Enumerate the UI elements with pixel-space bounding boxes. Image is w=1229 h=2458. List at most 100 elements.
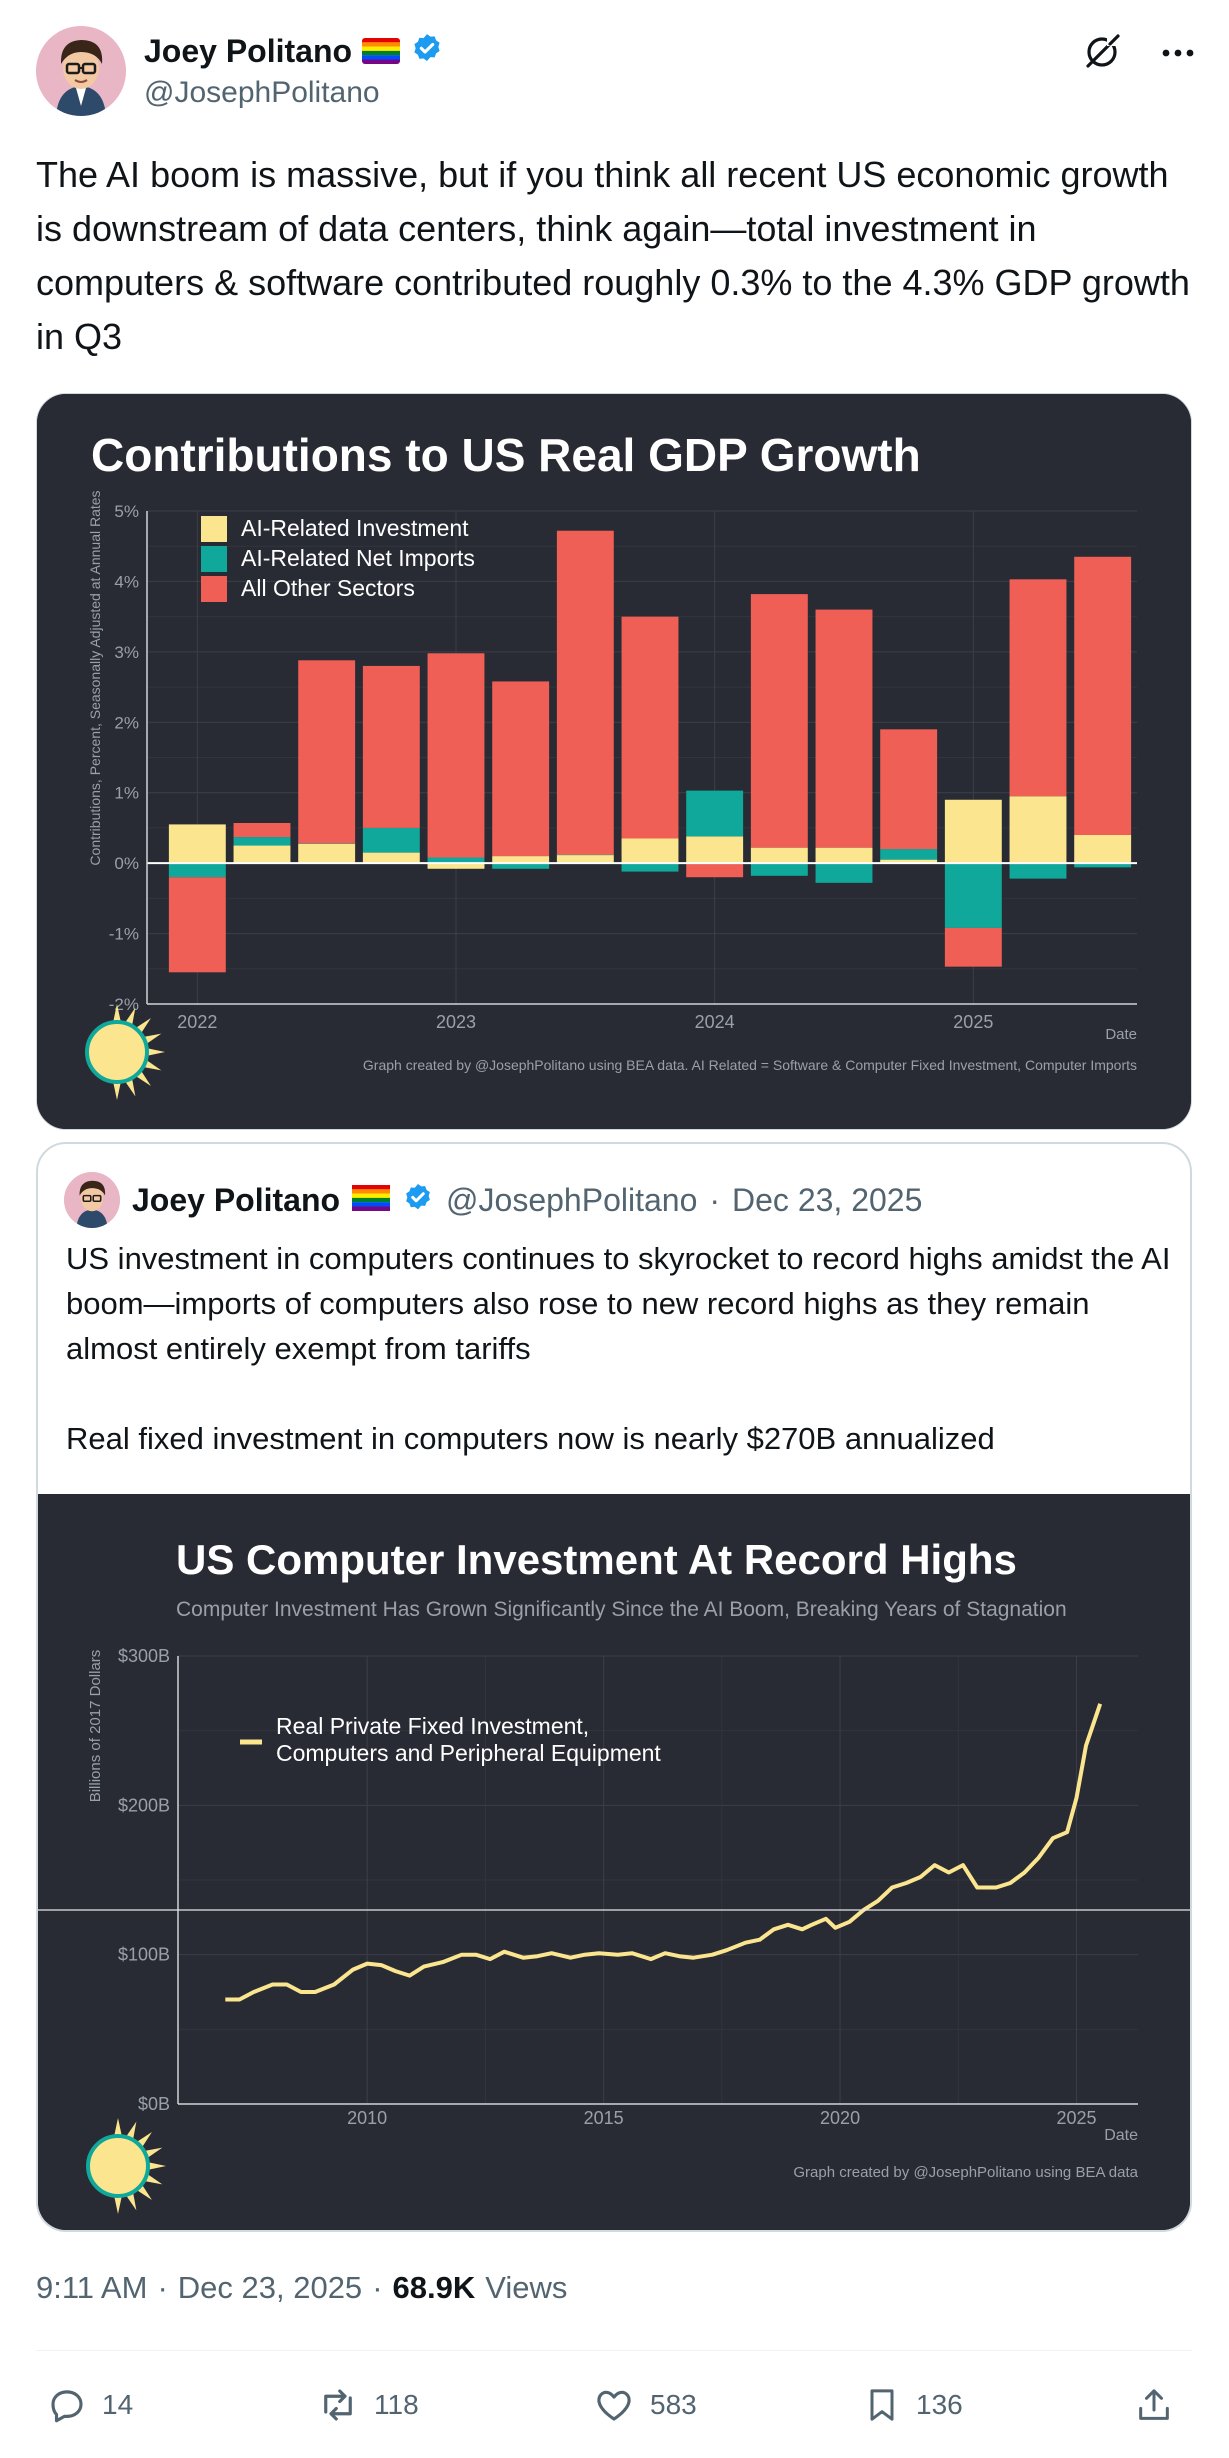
sun-ray — [114, 2195, 122, 2214]
verified-badge-icon[interactable] — [410, 32, 444, 71]
bar-ai-net-imports — [168, 863, 226, 878]
y-tick-label: 1% — [114, 784, 139, 803]
reply-button[interactable]: 14 — [46, 2375, 133, 2435]
bar-ai-investment — [556, 854, 614, 864]
bookmark-count: 136 — [916, 2389, 963, 2420]
bar-other-sectors — [1074, 556, 1132, 835]
repost-button[interactable]: 118 — [316, 2375, 419, 2435]
bar-ai-investment — [1074, 834, 1132, 864]
bar-other-sectors — [362, 665, 420, 828]
bar-other-sectors — [944, 927, 1002, 967]
bar-ai-investment — [944, 799, 1002, 864]
bar-other-sectors — [427, 653, 485, 858]
bar-ai-net-imports — [427, 857, 485, 864]
bar-ai-net-imports — [233, 837, 291, 846]
chart1-caption: Graph created by @JosephPolitano using B… — [363, 1057, 1137, 1073]
bar-other-sectors — [556, 530, 614, 855]
x-tick-label: 2015 — [584, 2108, 624, 2128]
bar-ai-investment — [492, 856, 550, 864]
bar-other-sectors — [1009, 579, 1067, 797]
y-tick-label: 2% — [114, 713, 139, 732]
legend-line-1: Real Private Fixed Investment, — [276, 1713, 589, 1739]
y-tick-label: 5% — [114, 502, 139, 521]
chart2-legend: Real Private Fixed Investment, Computers… — [240, 1713, 661, 1766]
chart2-xlabel: Date — [1104, 2127, 1138, 2144]
bar-ai-net-imports — [750, 863, 808, 876]
bookmark-icon — [870, 2389, 894, 2421]
y-tick-label: $300B — [118, 1646, 170, 1666]
bar-ai-net-imports — [686, 790, 744, 837]
quoted-tweet[interactable]: Joey Politano @JosephPolitano · Dec 23, … — [36, 1142, 1192, 2232]
share-button[interactable] — [1134, 2375, 1174, 2435]
bar-other-sectors — [815, 609, 873, 848]
meta-separator: · — [372, 2270, 383, 2305]
x-tick-label: 2023 — [436, 1012, 476, 1032]
bar-ai-investment — [750, 847, 808, 864]
bar-ai-net-imports — [880, 849, 938, 860]
y-tick-label: 3% — [114, 643, 139, 662]
chart1-legend: AI-Related Investment AI-Related Net Imp… — [201, 515, 475, 602]
views-count: 68.9K — [392, 2270, 476, 2305]
chart1-xlabel: Date — [1105, 1026, 1137, 1043]
bar-ai-investment — [168, 824, 226, 864]
bar-other-sectors — [233, 822, 291, 838]
bar-ai-investment — [298, 843, 356, 864]
quoted-author-handle: @JosephPolitano — [446, 1181, 698, 1218]
bookmark-button[interactable]: 136 — [862, 2375, 963, 2435]
tweet-date[interactable]: Dec 23, 2025 — [177, 2270, 363, 2305]
tweet-header: Joey Politano @JosephPolitano — [36, 26, 1196, 118]
sun-ray — [142, 1059, 162, 1071]
author-name[interactable]: Joey Politano — [144, 32, 353, 69]
bar-other-sectors — [168, 877, 226, 973]
gdp-contributions-chart-image[interactable]: Contributions to US Real GDP Growth 5% 4%… — [36, 393, 1192, 1130]
like-count: 583 — [650, 2389, 697, 2420]
quoted-author-avatar[interactable] — [64, 1172, 120, 1228]
like-button[interactable]: 583 — [592, 2375, 697, 2435]
sun-ray — [125, 2191, 137, 2211]
sun-ray — [143, 2173, 163, 2185]
x-tick-label: 2025 — [953, 1012, 993, 1032]
computer-investment-line — [225, 1703, 1103, 2002]
bar-other-sectors — [621, 616, 679, 839]
views-label: Views — [485, 2270, 568, 2305]
quoted-separator: · — [709, 1181, 721, 1218]
sun-ray — [113, 1004, 121, 1023]
computer-investment-chart-image[interactable]: US Computer Investment At Record Highs C… — [38, 1494, 1190, 2230]
author-handle[interactable]: @JosephPolitano — [144, 76, 380, 109]
x-tick-label: 2025 — [1056, 2108, 1096, 2128]
bar-ai-net-imports — [944, 863, 1002, 928]
author-avatar[interactable] — [36, 26, 126, 116]
sun-ray — [142, 1033, 162, 1045]
share-icon — [1139, 2389, 1169, 2420]
x-tick-label: 2020 — [820, 2108, 860, 2128]
legend-ai-investment: AI-Related Investment — [241, 515, 469, 541]
reply-count: 14 — [102, 2389, 134, 2420]
quoted-date: Dec 23, 2025 — [732, 1181, 923, 1218]
bar-other-sectors — [686, 863, 744, 878]
chart2-title: US Computer Investment At Record Highs — [176, 1536, 1017, 1583]
bar-ai-net-imports — [492, 863, 550, 869]
bar-ai-net-imports — [621, 863, 679, 872]
sun-ray — [143, 2147, 163, 2159]
chart2-subtitle: Computer Investment Has Grown Significan… — [176, 1598, 1067, 1621]
more-options-icon[interactable] — [1160, 46, 1196, 64]
repost-icon — [324, 2389, 352, 2421]
x-tick-label: 2010 — [347, 2108, 387, 2128]
bar-ai-investment — [815, 847, 873, 864]
y-tick-label: 4% — [114, 572, 139, 591]
sun-logo-icon — [85, 1004, 165, 1100]
chart1-ylabel: Contributions, Percent, Seasonally Adjus… — [87, 490, 103, 865]
bar-other-sectors — [298, 660, 356, 844]
bar-ai-net-imports — [556, 854, 614, 856]
rainbow-flag-icon — [362, 38, 401, 64]
y-tick-label: $0B — [138, 2094, 170, 2114]
y-tick-label: $200B — [118, 1795, 170, 1815]
bar-ai-net-imports — [1074, 863, 1132, 868]
bar-ai-net-imports — [1009, 863, 1067, 879]
sun-logo-icon — [86, 2118, 166, 2214]
grok-icon[interactable] — [1082, 32, 1122, 77]
legend-ai-net-imports: AI-Related Net Imports — [241, 545, 475, 571]
quoted-author-name: Joey Politano — [132, 1181, 341, 1218]
repost-count: 118 — [374, 2389, 419, 2420]
tweet-time[interactable]: 9:11 AM — [36, 2270, 148, 2305]
